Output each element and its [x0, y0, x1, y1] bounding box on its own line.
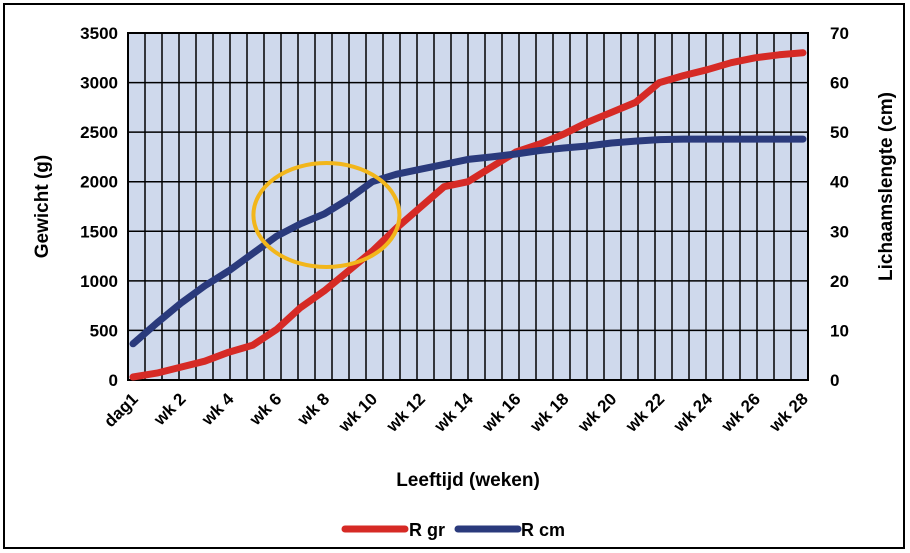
x-tick-label: wk 2 — [149, 389, 189, 429]
x-axis: dag1 wk 2 wk 4 wk 6 wk 8 wk 10 wk 12 wk 14 wk 16… — [100, 389, 811, 436]
y-tick-label-left: 3500 — [80, 24, 118, 43]
y-tick-label-right: 70 — [830, 24, 849, 43]
x-tick-label: wk 4 — [197, 389, 238, 430]
y-tick-label-right: 10 — [830, 321, 849, 340]
x-tick-label: wk 26 — [717, 389, 764, 436]
legend-label-r-cm: R cm — [521, 520, 565, 540]
x-tick-label: wk 16 — [478, 389, 525, 436]
left-y-axis: 0 500 1000 1500 2000 2500 3000 3500 — [80, 24, 118, 390]
series-layer — [129, 49, 807, 381]
y-tick-label-right: 20 — [830, 272, 849, 291]
x-tick-label: wk 20 — [574, 389, 621, 436]
y-tick-label-left: 1500 — [80, 222, 118, 241]
x-tick-label: wk 14 — [430, 389, 477, 436]
y-tick-label-right: 40 — [830, 173, 849, 192]
legend: R gr R cm — [341, 520, 565, 540]
series-line-r-gr — [129, 49, 807, 381]
legend-label-r-gr: R gr — [409, 520, 445, 540]
y-tick-label-right: 50 — [830, 123, 849, 142]
plot-border — [127, 32, 809, 381]
series-line-r-cm — [129, 135, 807, 348]
y-axis-title-left: Gewicht (g) — [32, 155, 53, 258]
highlight-ellipse — [251, 161, 402, 269]
y-tick-label-right: 60 — [830, 74, 849, 93]
right-y-axis: 0 10 20 30 40 50 60 70 — [830, 24, 849, 390]
y-tick-label-right: 0 — [830, 371, 839, 390]
y-tick-label-left: 3000 — [80, 74, 118, 93]
x-tick-label: wk 24 — [669, 389, 716, 436]
x-tick-label: wk 18 — [526, 389, 573, 436]
y-tick-label-left: 0 — [109, 371, 118, 390]
x-tick-label: wk 10 — [334, 389, 381, 436]
gridlines — [128, 32, 808, 381]
x-tick-label: wk 12 — [382, 389, 429, 436]
x-axis-title: Leeftijd (weken) — [396, 470, 540, 491]
x-tick-label: wk 22 — [621, 389, 668, 436]
x-tick-label: wk 28 — [765, 389, 812, 436]
x-tick-label: wk 6 — [245, 389, 285, 429]
y-tick-label-left: 2500 — [80, 123, 118, 142]
y-tick-label-left: 1000 — [80, 272, 118, 291]
y-tick-label-left: 2000 — [80, 173, 118, 192]
y-axis-title-right: Lichaamslengte (cm) — [876, 92, 897, 281]
y-tick-label-right: 30 — [830, 222, 849, 241]
x-tick-label: dag1 — [100, 389, 141, 430]
x-tick-label: wk 8 — [293, 389, 333, 429]
y-tick-label-left: 500 — [90, 321, 118, 340]
